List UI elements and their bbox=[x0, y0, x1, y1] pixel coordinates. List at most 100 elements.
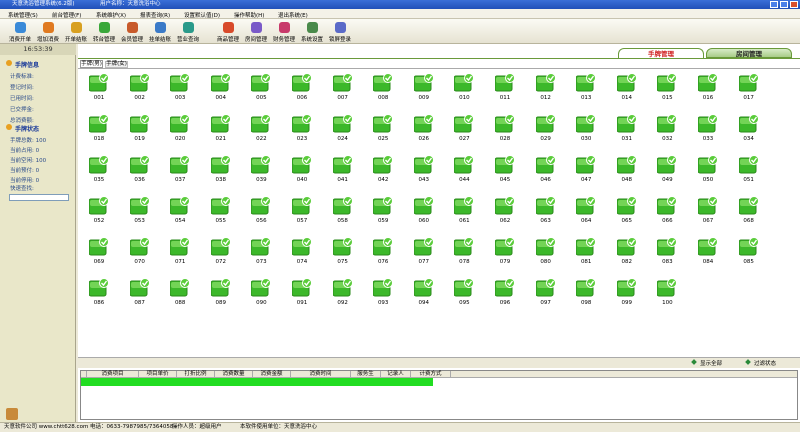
plate[interactable]: 068 bbox=[738, 196, 762, 226]
plate[interactable]: 096 bbox=[494, 278, 518, 308]
toolbar-button[interactable]: 会员管理 bbox=[118, 20, 146, 43]
toolbar-button[interactable]: 挂单结账 bbox=[146, 20, 174, 43]
plate[interactable]: 026 bbox=[413, 114, 437, 144]
plate[interactable]: 055 bbox=[210, 196, 234, 226]
plate[interactable]: 048 bbox=[616, 155, 640, 185]
plate[interactable]: 052 bbox=[88, 196, 112, 226]
plate[interactable]: 025 bbox=[372, 114, 396, 144]
plate[interactable]: 015 bbox=[656, 73, 680, 103]
plate[interactable]: 098 bbox=[575, 278, 599, 308]
plate[interactable]: 078 bbox=[453, 237, 477, 267]
plate[interactable]: 082 bbox=[616, 237, 640, 267]
toolbar-button[interactable]: 房间管理 bbox=[242, 20, 270, 43]
tab[interactable]: 手牌管理 bbox=[618, 48, 704, 58]
plate[interactable]: 043 bbox=[413, 155, 437, 185]
plate[interactable]: 092 bbox=[332, 278, 356, 308]
plate[interactable]: 029 bbox=[535, 114, 559, 144]
plate[interactable]: 024 bbox=[332, 114, 356, 144]
plate[interactable]: 011 bbox=[494, 73, 518, 103]
plate[interactable]: 033 bbox=[697, 114, 721, 144]
plate[interactable]: 090 bbox=[250, 278, 274, 308]
plate[interactable]: 067 bbox=[697, 196, 721, 226]
menu-item[interactable]: 退出系统(E) bbox=[278, 13, 308, 19]
plate[interactable]: 061 bbox=[453, 196, 477, 226]
plate[interactable]: 010 bbox=[453, 73, 477, 103]
plate[interactable]: 100 bbox=[656, 278, 680, 308]
menu-item[interactable]: 前台管理(F) bbox=[52, 13, 82, 19]
plate[interactable]: 072 bbox=[210, 237, 234, 267]
plate[interactable]: 077 bbox=[413, 237, 437, 267]
sub-tab[interactable]: 手牌(男) bbox=[80, 60, 103, 68]
plate[interactable]: 018 bbox=[88, 114, 112, 144]
plate[interactable]: 021 bbox=[210, 114, 234, 144]
plate[interactable]: 031 bbox=[616, 114, 640, 144]
plate[interactable]: 004 bbox=[210, 73, 234, 103]
plate[interactable]: 047 bbox=[575, 155, 599, 185]
plate[interactable]: 058 bbox=[332, 196, 356, 226]
search-input[interactable] bbox=[9, 194, 69, 201]
toolbar-button[interactable]: 增加消费 bbox=[34, 20, 62, 43]
plate[interactable]: 083 bbox=[656, 237, 680, 267]
plate[interactable]: 042 bbox=[372, 155, 396, 185]
filter-button[interactable]: 显示全部 bbox=[700, 361, 723, 367]
plate[interactable]: 063 bbox=[535, 196, 559, 226]
plate[interactable]: 038 bbox=[210, 155, 234, 185]
plate[interactable]: 084 bbox=[697, 237, 721, 267]
toolbar-button[interactable]: 开单结账 bbox=[62, 20, 90, 43]
close-button[interactable] bbox=[790, 1, 798, 8]
toolbar-button[interactable]: 商品管理 bbox=[214, 20, 242, 43]
minimize-button[interactable] bbox=[770, 1, 778, 8]
plate[interactable]: 086 bbox=[88, 278, 112, 308]
plate[interactable]: 064 bbox=[575, 196, 599, 226]
plate[interactable]: 023 bbox=[291, 114, 315, 144]
plate[interactable]: 097 bbox=[535, 278, 559, 308]
plate[interactable]: 095 bbox=[453, 278, 477, 308]
plate[interactable]: 050 bbox=[697, 155, 721, 185]
plate[interactable]: 080 bbox=[535, 237, 559, 267]
plate[interactable]: 002 bbox=[129, 73, 153, 103]
toolbar-button[interactable]: 财务管理 bbox=[270, 20, 298, 43]
plate[interactable]: 032 bbox=[656, 114, 680, 144]
plate[interactable]: 099 bbox=[616, 278, 640, 308]
plate[interactable]: 009 bbox=[413, 73, 437, 103]
plate[interactable]: 007 bbox=[332, 73, 356, 103]
plate[interactable]: 006 bbox=[291, 73, 315, 103]
plate[interactable]: 039 bbox=[250, 155, 274, 185]
plate[interactable]: 028 bbox=[494, 114, 518, 144]
plate[interactable]: 013 bbox=[575, 73, 599, 103]
plate[interactable]: 074 bbox=[291, 237, 315, 267]
plate[interactable]: 088 bbox=[169, 278, 193, 308]
plate[interactable]: 051 bbox=[738, 155, 762, 185]
plate[interactable]: 035 bbox=[88, 155, 112, 185]
toolbar-button[interactable]: 营业查询 bbox=[174, 20, 202, 43]
plate[interactable]: 045 bbox=[494, 155, 518, 185]
plate[interactable]: 027 bbox=[453, 114, 477, 144]
menu-item[interactable]: 操作帮助(H) bbox=[234, 13, 265, 19]
plate[interactable]: 036 bbox=[129, 155, 153, 185]
tab[interactable]: 房间管理 bbox=[706, 48, 792, 58]
plate[interactable]: 075 bbox=[332, 237, 356, 267]
filter-button[interactable]: 过滤状态 bbox=[754, 361, 777, 367]
plate[interactable]: 070 bbox=[129, 237, 153, 267]
plate[interactable]: 001 bbox=[88, 73, 112, 103]
plate[interactable]: 053 bbox=[129, 196, 153, 226]
plate[interactable]: 041 bbox=[332, 155, 356, 185]
sub-tab[interactable]: 手牌(女) bbox=[105, 61, 128, 68]
plate[interactable]: 060 bbox=[413, 196, 437, 226]
plate[interactable]: 087 bbox=[129, 278, 153, 308]
plate[interactable]: 085 bbox=[738, 237, 762, 267]
plate[interactable]: 076 bbox=[372, 237, 396, 267]
plate[interactable]: 016 bbox=[697, 73, 721, 103]
plate[interactable]: 094 bbox=[413, 278, 437, 308]
plate[interactable]: 065 bbox=[616, 196, 640, 226]
plate[interactable]: 005 bbox=[250, 73, 274, 103]
plate[interactable]: 093 bbox=[372, 278, 396, 308]
plate[interactable]: 034 bbox=[738, 114, 762, 144]
plate[interactable]: 003 bbox=[169, 73, 193, 103]
maximize-button[interactable] bbox=[780, 1, 788, 8]
plate[interactable]: 054 bbox=[169, 196, 193, 226]
plate[interactable]: 071 bbox=[169, 237, 193, 267]
plate[interactable]: 008 bbox=[372, 73, 396, 103]
plate[interactable]: 049 bbox=[656, 155, 680, 185]
plate[interactable]: 044 bbox=[453, 155, 477, 185]
